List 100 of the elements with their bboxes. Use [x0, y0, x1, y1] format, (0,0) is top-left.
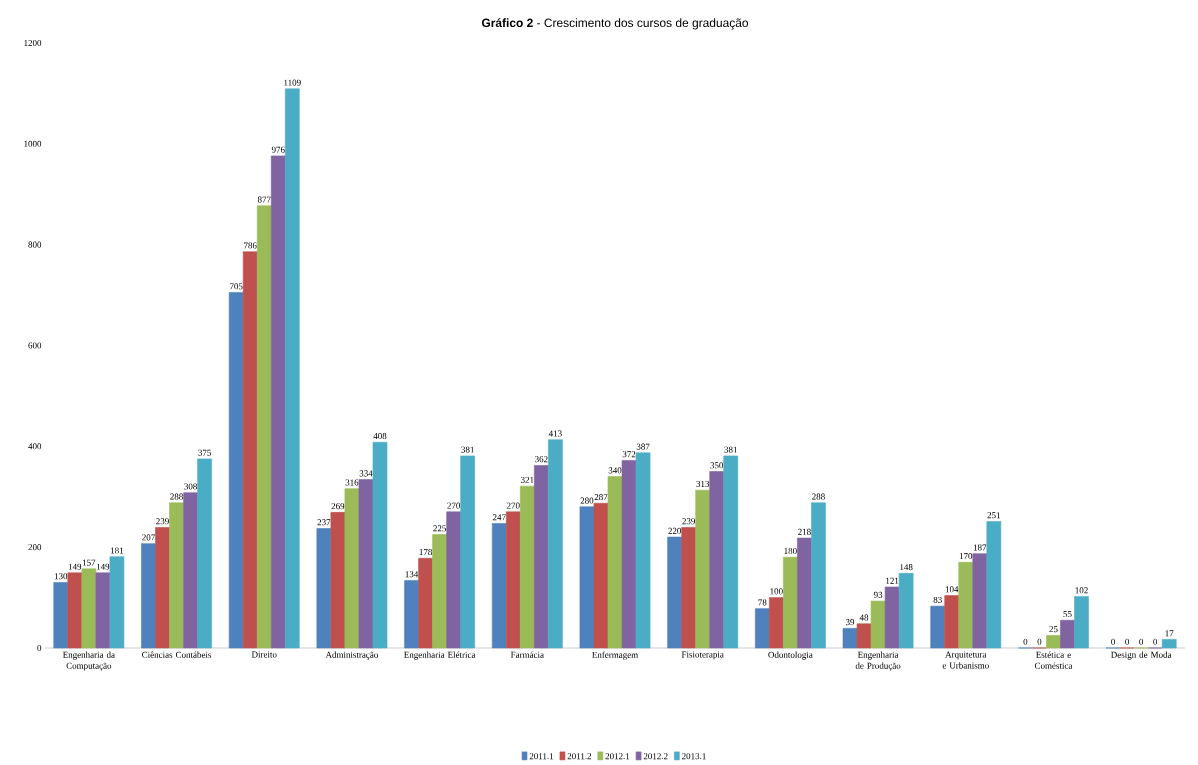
bar [141, 543, 156, 649]
data-label: 148 [900, 564, 913, 571]
data-label: 308 [184, 483, 197, 490]
bar [418, 558, 433, 649]
bar [579, 506, 595, 649]
bar [155, 527, 170, 649]
bar [109, 556, 125, 649]
data-label: 340 [608, 467, 622, 474]
data-label: 0 [1023, 638, 1028, 645]
data-label: 413 [548, 430, 562, 437]
x-tick-label: Enfermagem [592, 651, 639, 660]
data-label: 17 [1165, 630, 1174, 637]
bar [884, 586, 900, 649]
bar [972, 553, 988, 649]
data-label: 48 [859, 614, 869, 621]
data-label: 387 [636, 443, 650, 450]
bar [256, 205, 272, 649]
data-label: 877 [257, 196, 271, 203]
data-label: 121 [886, 578, 899, 584]
data-label: 288 [170, 493, 183, 500]
data-label: 287 [594, 494, 608, 501]
data-label: 705 [230, 283, 243, 290]
data-label: 350 [710, 462, 724, 469]
data-label: 55 [1063, 611, 1072, 618]
data-label: 130 [54, 573, 68, 580]
bar [330, 512, 346, 649]
x-tick-label: Administração [325, 651, 378, 660]
y-tick-label: 800 [28, 241, 42, 248]
bar [811, 502, 826, 649]
x-tick-label: Arquitetura e Urbanismo [942, 651, 989, 669]
x-tick-label: Odontologia [768, 651, 813, 660]
bar [67, 572, 83, 649]
legend-label: 2011.2 [567, 753, 592, 760]
data-label: 237 [317, 519, 331, 526]
legend-label: 2011.1 [529, 753, 554, 760]
x-tick-label: Engenharia Elétrica [404, 651, 476, 660]
bar [723, 455, 739, 649]
data-label: 100 [770, 588, 783, 595]
chart-title: Gráfico 2 - Crescimento dos cursos de graduação [481, 18, 749, 30]
data-label: 313 [696, 481, 710, 488]
bar [593, 503, 609, 649]
bar [169, 502, 184, 649]
data-label: 372 [622, 451, 636, 458]
data-label: 1109 [284, 79, 301, 86]
data-label: 321 [521, 477, 534, 484]
bar [755, 608, 770, 649]
y-tick-label: 1200 [24, 40, 42, 47]
data-label: 25 [1049, 626, 1058, 633]
data-label: 0 [1139, 638, 1144, 645]
bar [446, 511, 461, 649]
x-tick-label: Design de Moda [1111, 651, 1172, 660]
data-label: 270 [447, 502, 461, 509]
data-label: 170 [959, 553, 973, 560]
data-label: 39 [845, 619, 855, 626]
data-label: 149 [68, 563, 82, 570]
data-label: 316 [345, 479, 359, 486]
bar [519, 486, 535, 649]
legend-label: 2013.1 [682, 753, 706, 760]
data-label: 0 [1111, 638, 1115, 645]
bar [432, 534, 447, 649]
bar [228, 292, 244, 649]
data-label: 0 [1153, 638, 1158, 645]
bar [284, 88, 300, 649]
data-label: 239 [682, 518, 696, 525]
bar [856, 623, 872, 649]
y-tick-label: 600 [28, 342, 42, 349]
data-label: 381 [461, 446, 474, 453]
data-label: 181 [110, 547, 124, 554]
bar [534, 465, 549, 649]
bar [1074, 596, 1089, 649]
y-tick-label: 1000 [24, 140, 42, 148]
data-label: 239 [156, 518, 169, 525]
bar [491, 523, 507, 649]
bar [460, 455, 475, 649]
data-label: 157 [82, 559, 96, 566]
legend-label: 2012.1 [605, 753, 630, 760]
bar [358, 479, 374, 649]
data-label: 0 [1125, 638, 1130, 645]
bar [242, 251, 258, 649]
data-label: 786 [244, 242, 257, 249]
data-label: 178 [419, 549, 432, 556]
data-label: 187 [973, 544, 987, 551]
x-tick-label: Estética e Coméstica [1034, 651, 1073, 669]
data-label: 280 [580, 497, 594, 504]
data-label: 83 [933, 597, 942, 604]
data-label: 218 [798, 529, 811, 536]
x-tick-label: Fisioterapia [681, 651, 724, 660]
bar [898, 573, 914, 649]
bar [709, 471, 725, 649]
data-label: 408 [373, 433, 387, 440]
bar [695, 490, 711, 649]
data-label: 104 [945, 586, 959, 593]
bar [769, 597, 784, 649]
data-label: 362 [535, 456, 548, 463]
data-label: 269 [331, 503, 345, 510]
data-label: 334 [359, 470, 373, 477]
y-tick-label: 0 [37, 645, 42, 652]
data-label: 93 [873, 592, 883, 599]
bar [783, 557, 798, 649]
data-label: 381 [724, 446, 737, 453]
